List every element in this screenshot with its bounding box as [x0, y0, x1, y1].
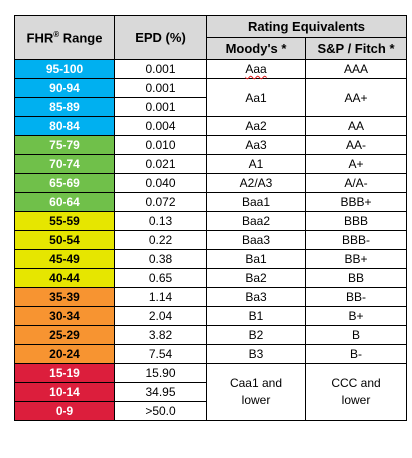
table-row: 75-79 0.010 Aa3 AA- — [14, 135, 407, 155]
fhr-range-header: FHR® Range — [14, 15, 115, 60]
sp-fitch-cell: BB+ — [305, 249, 407, 269]
fhr-range-cell: 45-49 — [14, 249, 115, 269]
moodys-cell: A1 — [206, 154, 306, 174]
table-row: 50-54 0.22 Baa3 BBB- — [14, 230, 407, 250]
table-row: 30-34 2.04 B1 B+ — [14, 306, 407, 326]
epd-cell: 0.021 — [114, 154, 207, 174]
epd-cell: 0.072 — [114, 192, 207, 212]
fhr-range-cell: 10-14 — [14, 382, 115, 402]
rating-table-container: FHR® Range EPD (%) Rating Equivalents Mo… — [14, 15, 407, 421]
sp-fitch-cell: B+ — [305, 306, 407, 326]
sp-fitch-cell-merged: CCC and lower — [305, 363, 407, 421]
fhr-range-cell: 75-79 — [14, 135, 115, 155]
epd-cell: 0.38 — [114, 249, 207, 269]
fhr-range-cell: 55-59 — [14, 211, 115, 231]
sp-fitch-cell: AAA — [305, 59, 407, 79]
epd-cell: 1.14 — [114, 287, 207, 307]
fhr-range-cell: 40-44 — [14, 268, 115, 288]
moodys-cell: Baa2 — [206, 211, 306, 231]
moodys-cell: B1 — [206, 306, 306, 326]
moodys-cell: Aa2 — [206, 116, 306, 136]
sp-fitch-cell-merged: AA+ — [305, 78, 407, 117]
fhr-range-cell: 90-94 — [14, 78, 115, 98]
moodys-cell: Ba2 — [206, 268, 306, 288]
fhr-range-cell: 85-89 — [14, 97, 115, 117]
sp-fitch-cell: BBB — [305, 211, 407, 231]
fhr-range-cell: 60-64 — [14, 192, 115, 212]
table-row: 65-69 0.040 A2/A3 A/A- — [14, 173, 407, 193]
table-row: 40-44 0.65 Ba2 BB — [14, 268, 407, 288]
fhr-range-cell: 20-24 — [14, 344, 115, 364]
rating-equivalents-header: Rating Equivalents — [206, 15, 407, 38]
table-row: 85-89 0.001 — [14, 97, 407, 117]
epd-cell: 0.65 — [114, 268, 207, 288]
fhr-range-cell: 50-54 — [14, 230, 115, 250]
moodys-cell: Ba3 — [206, 287, 306, 307]
fhr-range-cell: 70-74 — [14, 154, 115, 174]
moodys-cell-merged: Aa1 — [206, 78, 306, 117]
epd-cell: 34.95 — [114, 382, 207, 402]
table-row: 25-29 3.82 B2 B — [14, 325, 407, 345]
table-row: 55-59 0.13 Baa2 BBB — [14, 211, 407, 231]
epd-cell: 3.82 — [114, 325, 207, 345]
epd-cell: 0.010 — [114, 135, 207, 155]
fhr-range-cell: 15-19 — [14, 363, 115, 383]
epd-cell: 0.001 — [114, 78, 207, 98]
epd-cell: 15.90 — [114, 363, 207, 383]
sp-fitch-cell: BBB- — [305, 230, 407, 250]
epd-cell: >50.0 — [114, 401, 207, 421]
epd-cell: 0.001 — [114, 59, 207, 79]
header-row-sub: Moody's * S&P / Fitch * — [15, 37, 407, 60]
fhr-range-cell: 65-69 — [14, 173, 115, 193]
sp-fitch-header: S&P / Fitch * — [305, 37, 407, 60]
fhr-range-cell: 25-29 — [14, 325, 115, 345]
table-row: 95-100 0.001 Aaa AAA — [14, 59, 407, 79]
sp-fitch-cell: BBB+ — [305, 192, 407, 212]
moodys-cell: Aaa — [206, 59, 306, 79]
moodys-cell-merged: Caa1 and lower — [206, 363, 306, 421]
sp-fitch-cell: B — [305, 325, 407, 345]
fhr-range-cell: 35-39 — [14, 287, 115, 307]
moodys-cell: Aa3 — [206, 135, 306, 155]
epd-cell: 0.040 — [114, 173, 207, 193]
sp-fitch-cell: A/A- — [305, 173, 407, 193]
table-row: 35-39 1.14 Ba3 BB- — [14, 287, 407, 307]
table-row: 80-84 0.004 Aa2 AA — [14, 116, 407, 136]
rating-equivalents-table: FHR® Range EPD (%) Rating Equivalents Mo… — [14, 15, 407, 421]
table-row: 45-49 0.38 Ba1 BB+ — [14, 249, 407, 269]
moodys-cell: Ba1 — [206, 249, 306, 269]
sp-fitch-cell: BB- — [305, 287, 407, 307]
epd-cell: 0.004 — [114, 116, 207, 136]
fhr-range-cell: 95-100 — [14, 59, 115, 79]
sp-fitch-cell: A+ — [305, 154, 407, 174]
sp-fitch-cell: BB — [305, 268, 407, 288]
table-row: 90-94 0.001 Aa1 AA+ — [14, 78, 407, 117]
fhr-range-cell: 30-34 — [14, 306, 115, 326]
moodys-cell: B3 — [206, 344, 306, 364]
epd-cell: 0.13 — [114, 211, 207, 231]
moodys-cell: Baa1 — [206, 192, 306, 212]
fhr-range-cell: 0-9 — [14, 401, 115, 421]
table-row: 20-24 7.54 B3 B- — [14, 344, 407, 364]
moodys-cell: B2 — [206, 325, 306, 345]
fhr-range-cell: 80-84 — [14, 116, 115, 136]
moodys-header: Moody's * — [206, 37, 306, 60]
epd-header: EPD (%) — [114, 15, 207, 60]
sp-fitch-cell: AA- — [305, 135, 407, 155]
header-row-top: FHR® Range EPD (%) Rating Equivalents — [14, 15, 407, 60]
table-row: 15-19 15.90 Caa1 and lower CCC and lower — [14, 363, 407, 421]
sp-fitch-cell: B- — [305, 344, 407, 364]
epd-cell: 0.22 — [114, 230, 207, 250]
sp-fitch-cell: AA — [305, 116, 407, 136]
moodys-cell: A2/A3 — [206, 173, 306, 193]
table-row: 0-9 >50.0 — [14, 401, 407, 421]
epd-cell: 7.54 — [114, 344, 207, 364]
epd-cell: 2.04 — [114, 306, 207, 326]
table-row: 60-64 0.072 Baa1 BBB+ — [14, 192, 407, 212]
epd-cell: 0.001 — [114, 97, 207, 117]
table-row: 70-74 0.021 A1 A+ — [14, 154, 407, 174]
moodys-cell: Baa3 — [206, 230, 306, 250]
